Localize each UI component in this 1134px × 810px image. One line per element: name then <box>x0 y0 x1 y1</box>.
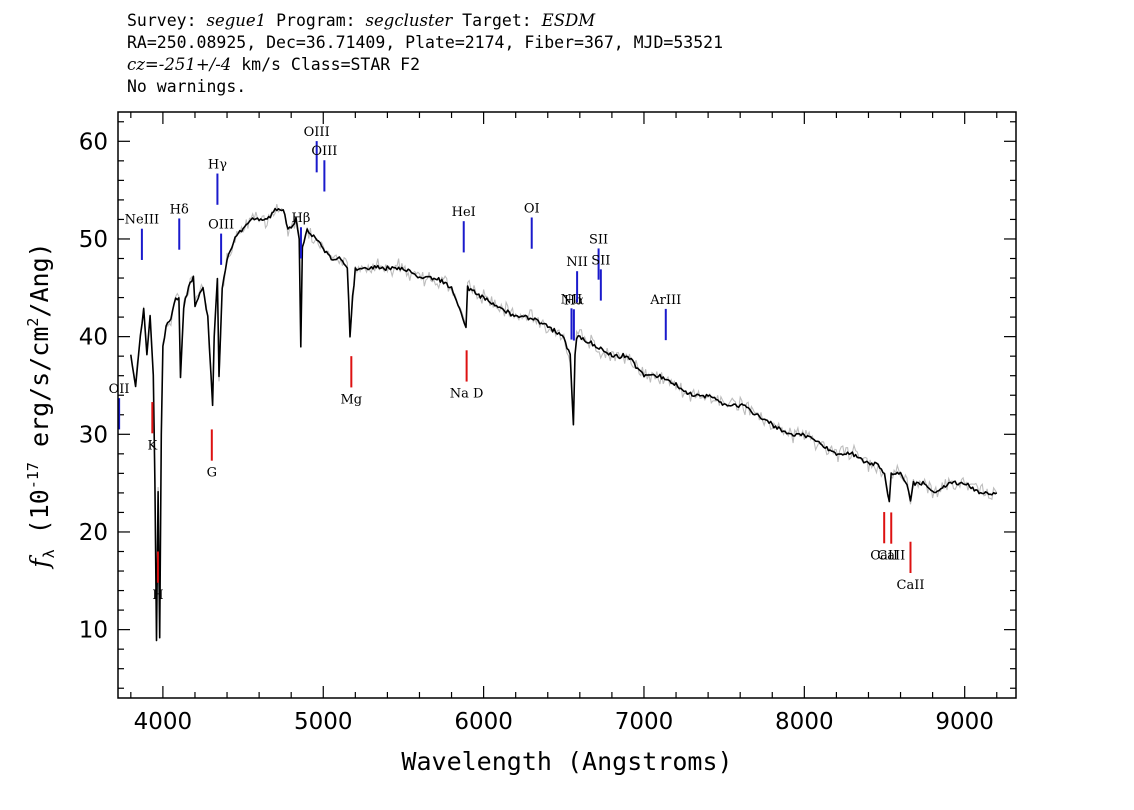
y-tick-label: 20 <box>79 520 108 546</box>
emission-line-label: Hα <box>564 293 584 308</box>
emission-line-label: OII <box>109 382 130 397</box>
emission-line-label: Hβ <box>292 211 311 226</box>
y-tick-label: 10 <box>79 618 108 644</box>
y-tick-label: 60 <box>79 129 108 155</box>
x-tick-label: 5000 <box>294 709 353 735</box>
emission-line-label: SII <box>591 253 610 268</box>
survey-value: segue1 <box>206 11 267 30</box>
x-tick-label: 4000 <box>134 709 193 735</box>
spectrum-header: Survey: segue1 Program: segcluster Targe… <box>127 10 723 98</box>
tick-labels: 4000 5000 6000 7000 8000 9000 10 20 30 40 50 60 <box>79 129 994 735</box>
header-line-redshift: cz=-251+/-4 km/s Class=STAR F2 <box>127 54 723 76</box>
absorption-line-label: CaII <box>897 578 925 593</box>
spectrum-error-envelope <box>130 203 998 638</box>
y-axis-lambda-subscript: λ <box>40 549 58 558</box>
x-tick-label: 9000 <box>935 709 994 735</box>
cz-label: cz= <box>127 55 159 74</box>
y-axis-units-end: /Ang) <box>25 242 54 317</box>
absorption-line-label: K <box>147 438 157 453</box>
emission-line-label: OIII <box>304 125 330 140</box>
spectrum-flux-line <box>130 207 998 642</box>
class-text: km/s Class=STAR F2 <box>231 55 421 74</box>
emission-line-label: NII <box>566 255 588 270</box>
y-axis-cm-power: 2 <box>24 318 42 327</box>
emission-line-label: NeIII <box>125 213 159 228</box>
plot-frame <box>117 111 1017 699</box>
y-axis-title: fλ (10-17 erg/s/cm2/Ang) <box>24 242 58 569</box>
axis-ticks <box>118 112 1016 698</box>
emission-line-label: Hδ <box>170 202 189 217</box>
emission-line-label: ArIII <box>649 293 681 308</box>
emission-line-label: HeI <box>452 205 476 220</box>
emission-line-label: Hγ <box>208 158 227 173</box>
header-line-coordinates: RA=250.08925, Dec=36.71409, Plate=2174, … <box>127 33 724 52</box>
header-line-warnings: No warnings. <box>127 77 247 96</box>
absorption-line-label: Mg <box>340 392 362 407</box>
emission-line-label: OIII <box>311 144 337 159</box>
target-label: Target: <box>462 11 532 30</box>
header-line-survey: Survey: segue1 Program: segcluster Targe… <box>127 10 723 32</box>
y-tick-label: 50 <box>79 227 108 253</box>
emission-line-label: OI <box>524 201 540 216</box>
absorption-line-label: CaII <box>870 548 898 563</box>
y-axis-flambda: f <box>25 555 54 570</box>
x-axis-title: Wavelength (Angstroms) <box>401 747 732 776</box>
emission-line-label: SII <box>589 232 608 247</box>
y-axis-scale: (10 <box>25 489 54 549</box>
y-tick-label: 40 <box>79 325 108 351</box>
x-tick-label: 7000 <box>615 709 674 735</box>
y-axis-units: erg/s/cm <box>25 327 54 462</box>
x-tick-label: 6000 <box>454 709 513 735</box>
emission-line-label: OIII <box>208 218 234 233</box>
spectrum-series <box>130 203 998 642</box>
program-label: Program: <box>276 11 356 30</box>
absorption-line-label: Na D <box>450 387 484 402</box>
y-axis-exponent: -17 <box>24 462 42 489</box>
x-tick-label: 8000 <box>775 709 834 735</box>
program-value: segcluster <box>365 11 453 30</box>
survey-label: Survey: <box>127 11 197 30</box>
target-value: ESDM <box>541 11 596 30</box>
cz-value: -251+/-4 <box>158 55 232 74</box>
y-tick-label: 30 <box>79 422 108 448</box>
absorption-line-label: H <box>152 588 163 603</box>
absorption-line-label: CaII <box>877 549 905 564</box>
absorption-line-label: G <box>207 466 217 481</box>
